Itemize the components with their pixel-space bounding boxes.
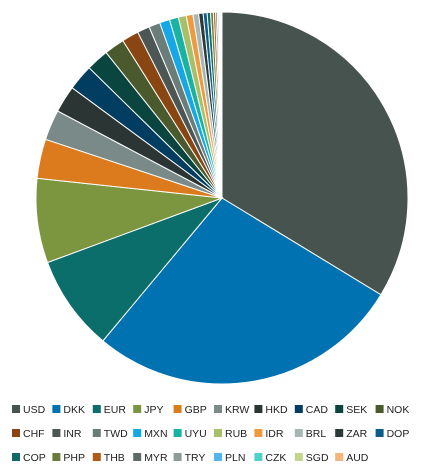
legend-swatch — [335, 453, 344, 461]
legend-swatch — [335, 405, 344, 413]
legend-label: NOK — [387, 404, 410, 416]
legend-label: USD — [23, 404, 46, 416]
legend-item-czk: CZK — [254, 452, 286, 464]
pie-slice-dkk — [102, 197, 382, 385]
legend-swatch — [375, 405, 384, 413]
legend-label: TWD — [104, 428, 128, 440]
legend-swatch — [12, 405, 20, 413]
legend-item-cad: CAD — [294, 404, 329, 416]
legend-label: KRW — [225, 404, 249, 416]
legend-swatch — [92, 453, 101, 461]
legend-item-jpy: JPY — [133, 404, 163, 416]
legend-swatch — [214, 429, 222, 437]
legend-swatch — [173, 453, 182, 461]
legend-swatch — [375, 429, 384, 437]
legend-swatch — [52, 453, 61, 461]
pie-slice-eur — [46, 196, 224, 342]
legend-swatch — [335, 429, 344, 437]
legend-label: CHF — [23, 428, 45, 440]
legend-label: JPY — [144, 404, 163, 416]
legend-swatch — [214, 453, 222, 461]
legend-item-sgd: SGD — [294, 452, 329, 464]
legend-item-dkk: DKK — [52, 404, 85, 416]
legend-swatch — [92, 429, 101, 437]
pie-slice-usd — [221, 11, 409, 296]
legend-item-hkd: HKD — [254, 404, 288, 416]
legend-item-php: PHP — [52, 452, 85, 464]
legend-swatch — [92, 405, 101, 413]
legend-swatch — [133, 405, 142, 413]
legend-label: SGD — [306, 452, 329, 464]
legend-item-rub: RUB — [214, 428, 247, 440]
legend-label: CZK — [265, 452, 286, 464]
legend-label: PHP — [63, 452, 85, 464]
legend-item-aud: AUD — [335, 452, 369, 464]
legend-label: HKD — [265, 404, 288, 416]
legend-item-pln: PLN — [214, 452, 245, 464]
legend-label: EUR — [104, 404, 127, 416]
legend-swatch — [173, 405, 182, 413]
legend-label: SEK — [346, 404, 367, 416]
legend-item-nok: NOK — [375, 404, 410, 416]
legend-swatch — [214, 405, 222, 413]
legend-swatch — [294, 429, 303, 437]
legend-item-thb: THB — [92, 452, 125, 464]
legend-label: MYR — [144, 452, 168, 464]
legend-label: UYU — [185, 428, 207, 440]
legend: USD DKK EUR JPY GBP KRW HKD CAD SEK NOK CHF INR TWD M… — [12, 404, 409, 464]
legend-label: BRL — [306, 428, 327, 440]
legend-label: CAD — [306, 404, 329, 416]
legend-item-inr: INR — [52, 428, 82, 440]
legend-item-krw: KRW — [214, 404, 249, 416]
legend-label: RUB — [225, 428, 247, 440]
legend-swatch — [254, 453, 263, 461]
legend-swatch — [254, 429, 263, 437]
pie-slice-aud — [220, 11, 223, 199]
legend-item-idr: IDR — [254, 428, 284, 440]
pie-slices — [35, 11, 409, 385]
legend-label: PLN — [225, 452, 245, 464]
legend-item-uyu: UYU — [173, 428, 207, 440]
legend-label: TRY — [185, 452, 206, 464]
legend-label: MXN — [144, 428, 167, 440]
legend-swatch — [254, 405, 263, 413]
legend-label: DOP — [387, 428, 410, 440]
legend-item-chf: CHF — [12, 428, 45, 440]
legend-item-dop: DOP — [375, 428, 410, 440]
legend-item-mxn: MXN — [133, 428, 168, 440]
legend-label: IDR — [265, 428, 284, 440]
legend-swatch — [294, 453, 303, 461]
legend-swatch — [294, 405, 303, 413]
legend-item-sek: SEK — [335, 404, 367, 416]
legend-label: ZAR — [346, 428, 367, 440]
legend-item-cop: COP — [12, 452, 46, 464]
legend-swatch — [52, 429, 61, 437]
legend-item-brl: BRL — [294, 428, 327, 440]
legend-label: DKK — [63, 404, 85, 416]
legend-item-myr: MYR — [133, 452, 168, 464]
legend-swatch — [12, 453, 20, 461]
legend-item-twd: TWD — [92, 428, 128, 440]
legend-label: GBP — [185, 404, 207, 416]
legend-swatch — [133, 429, 142, 437]
legend-item-gbp: GBP — [173, 404, 207, 416]
legend-swatch — [52, 405, 61, 413]
legend-label: COP — [23, 452, 46, 464]
legend-swatch — [12, 429, 20, 437]
legend-swatch — [173, 429, 182, 437]
legend-label: AUD — [346, 452, 369, 464]
legend-item-zar: ZAR — [335, 428, 368, 440]
legend-item-try: TRY — [173, 452, 206, 464]
legend-item-eur: EUR — [92, 404, 127, 416]
legend-label: INR — [63, 428, 82, 440]
legend-item-usd: USD — [12, 404, 46, 416]
legend-label: THB — [104, 452, 125, 464]
legend-swatch — [133, 453, 142, 461]
